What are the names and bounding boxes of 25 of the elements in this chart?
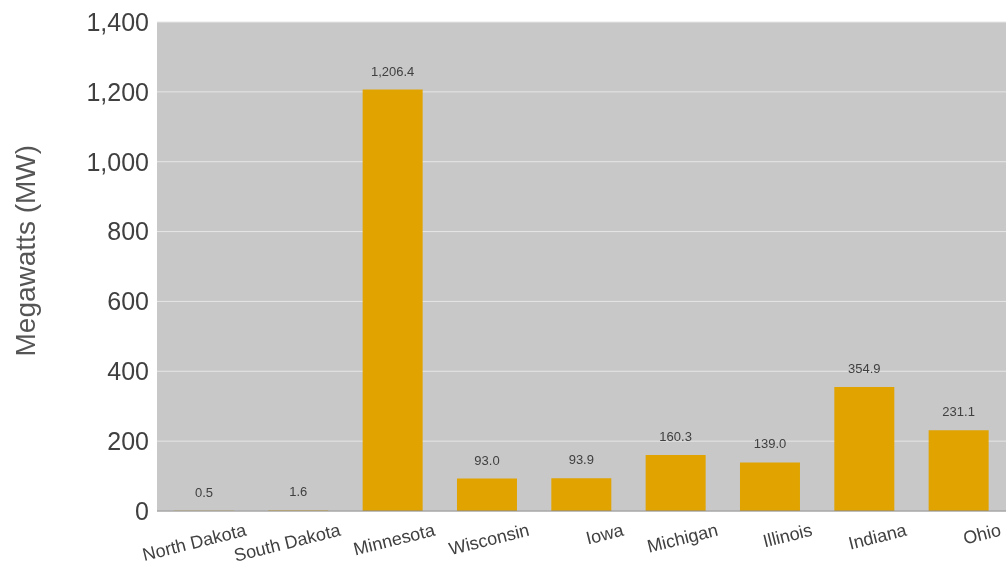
- y-tick-label: 1,200: [86, 77, 149, 106]
- x-tick-label: Ohio: [961, 519, 1003, 549]
- data-label: 0.5: [194, 484, 214, 500]
- y-tick-label: 400: [107, 357, 149, 386]
- y-tick-label: 200: [107, 427, 149, 456]
- x-tick-label: Minnesota: [351, 519, 438, 560]
- x-tick-label: Iowa: [583, 519, 627, 549]
- data-label: 231.1: [942, 404, 975, 420]
- data-label: 354.9: [848, 361, 881, 377]
- x-tick-label: Michigan: [645, 519, 720, 557]
- y-tick-label: 1,400: [86, 7, 149, 36]
- data-label: 1,206.4: [370, 63, 415, 79]
- y-tick-label: 600: [107, 287, 149, 316]
- data-label: 139.0: [753, 436, 787, 452]
- x-tick-label: Illinois: [760, 519, 815, 552]
- x-tick-label: Indiana: [846, 519, 910, 554]
- y-axis-title: Megawatts (MW): [9, 144, 41, 357]
- y-tick-label: 1,000: [86, 147, 149, 176]
- data-label: 93.9: [568, 452, 594, 468]
- y-tick-label: 800: [107, 217, 149, 246]
- y-tick-label: 0: [135, 496, 149, 525]
- data-label: 1.6: [289, 484, 308, 500]
- x-tick-label: Wisconsin: [446, 519, 532, 560]
- data-label: 93.0: [474, 452, 500, 468]
- data-label: 160.3: [659, 429, 692, 445]
